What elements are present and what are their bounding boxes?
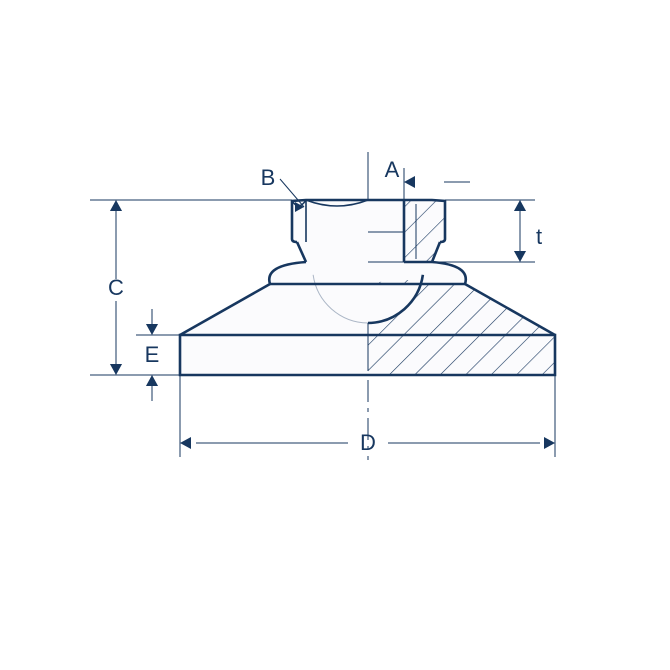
label-C: C [108,275,124,300]
label-E: E [145,342,160,367]
label-B: B [261,165,276,190]
label-t: t [536,224,542,249]
label-D: D [360,430,376,455]
label-A: A [385,157,400,182]
section-hatch-nut [402,199,449,266]
